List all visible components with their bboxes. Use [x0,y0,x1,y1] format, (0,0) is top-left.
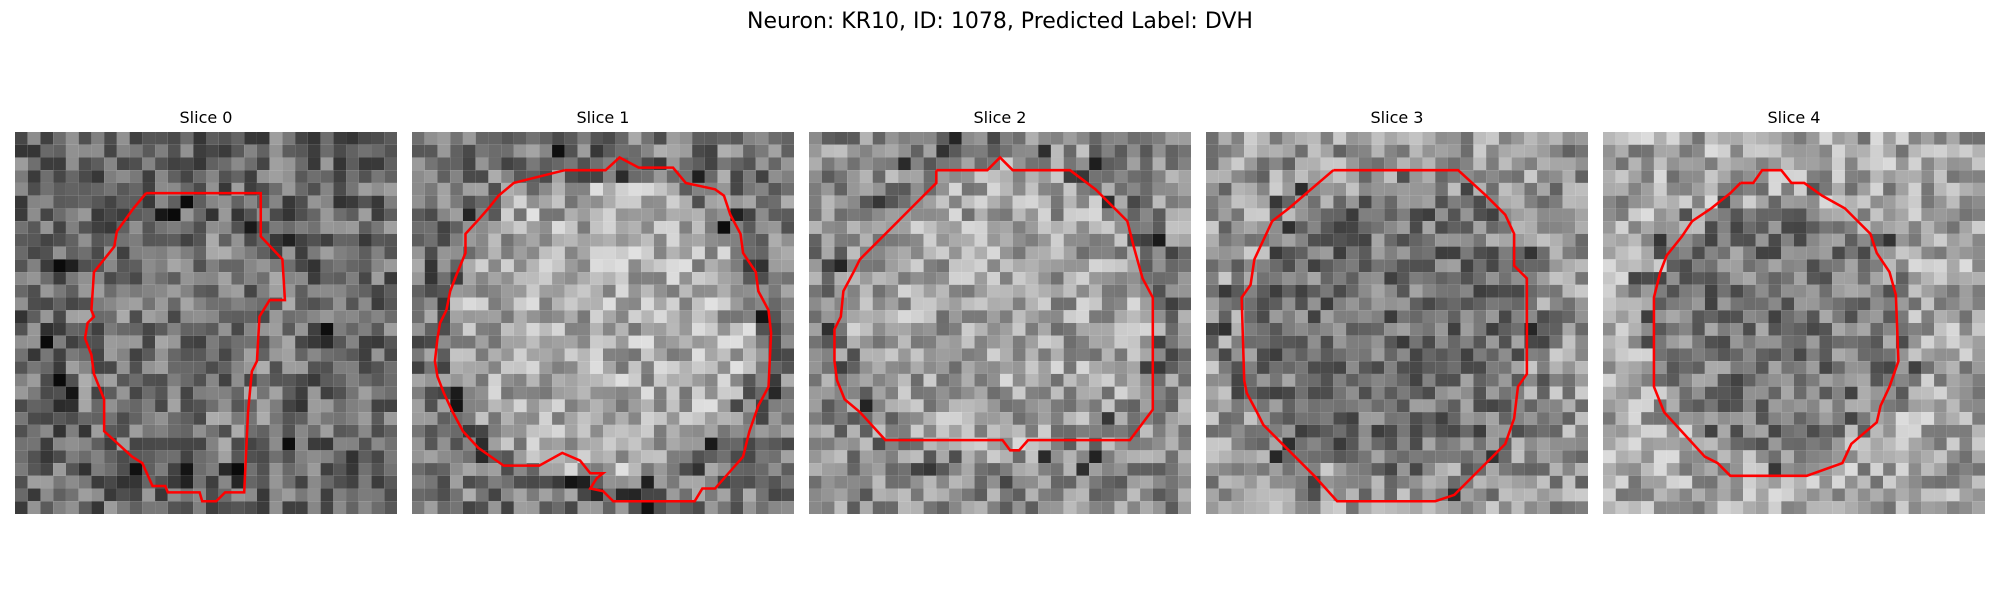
slice-panel-2: Slice 2 [809,108,1191,514]
slice-title-1: Slice 1 [576,108,630,127]
grayscale-texture-3 [1206,132,1588,514]
figure-title: Neuron: KR10, ID: 1078, Predicted Label:… [747,9,1253,34]
neuron-outline-1 [433,155,773,503]
slice-image-4 [1603,132,1985,514]
slice-image-0 [15,132,397,514]
slice-image-3 [1206,132,1588,514]
neuron-outline-4 [1652,168,1900,478]
slice-title-3: Slice 3 [1370,108,1424,127]
grayscale-texture-1 [412,132,794,514]
slice-panel-3: Slice 3 [1206,108,1588,514]
slice-title-0: Slice 0 [179,108,233,127]
slice-image-1 [412,132,794,514]
slice-panel-0: Slice 0 [15,108,397,514]
neuron-outline-0 [83,191,287,503]
grayscale-texture-2 [809,132,1191,514]
neuron-outline-3 [1240,168,1529,503]
grayscale-texture-4 [1603,132,1985,514]
slice-panel-1: Slice 1 [412,108,794,514]
neuron-outline-2 [833,155,1155,452]
slice-panel-4: Slice 4 [1603,108,1985,514]
slice-image-2 [809,132,1191,514]
slice-title-2: Slice 2 [973,108,1027,127]
slice-title-4: Slice 4 [1767,108,1821,127]
grayscale-texture-0 [15,132,397,514]
